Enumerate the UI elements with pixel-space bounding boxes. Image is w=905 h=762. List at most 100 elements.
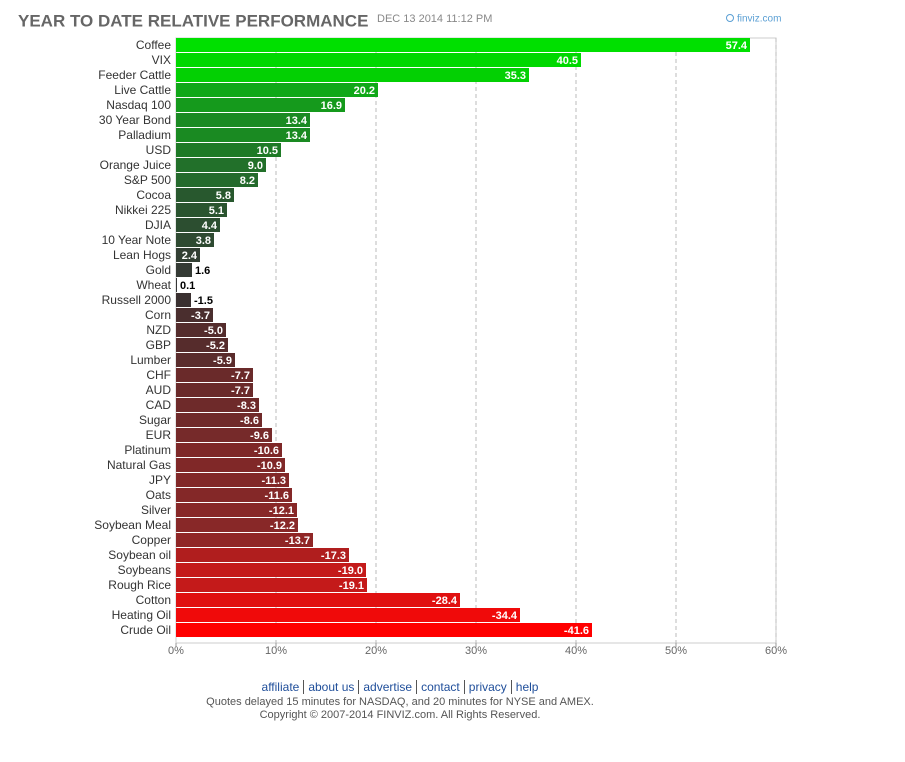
value-label: -5.0 (204, 325, 223, 337)
brand[interactable]: finviz.com (737, 14, 781, 25)
link[interactable]: affiliate (261, 680, 300, 694)
value-label: 8.2 (240, 175, 255, 187)
bar (176, 233, 214, 247)
bar (176, 623, 592, 637)
value-label: -11.3 (262, 475, 286, 487)
bar (176, 593, 460, 607)
value-label: -28.4 (432, 595, 458, 607)
value-label: -5.2 (206, 340, 225, 352)
link[interactable]: privacy (463, 680, 511, 694)
bar (176, 83, 378, 97)
value-label: 5.1 (209, 205, 224, 217)
bar (176, 398, 259, 412)
value-label: -10.6 (254, 445, 279, 457)
bar (176, 413, 262, 427)
value-label: -7.7 (231, 385, 250, 397)
value-label: 2.4 (182, 250, 198, 262)
y-tick-label: Palladium (118, 128, 171, 142)
value-label: 5.8 (216, 190, 231, 202)
bar (176, 458, 285, 472)
value-label: -17.3 (321, 550, 346, 562)
value-label: 20.2 (354, 85, 375, 97)
value-label: -8.6 (240, 415, 259, 427)
y-tick-label: Heating Oil (112, 608, 171, 622)
bar (176, 293, 191, 307)
y-tick-label: Copper (132, 533, 171, 547)
value-label: -9.6 (250, 430, 269, 442)
x-tick-label: 30% (465, 645, 487, 657)
y-tick-label: Russell 2000 (102, 293, 172, 307)
bar (176, 158, 266, 172)
value-label: -34.4 (492, 610, 518, 622)
value-label: -41.6 (564, 625, 589, 637)
value-label: 0.1 (180, 280, 195, 292)
value-label: 16.9 (321, 100, 342, 112)
bar (176, 368, 253, 382)
value-label: 40.5 (557, 55, 578, 67)
value-label: 1.6 (195, 265, 210, 277)
bar (176, 443, 282, 457)
y-tick-label: Nasdaq 100 (106, 98, 171, 112)
y-tick-label: Soybean Meal (94, 518, 171, 532)
y-tick-label: USD (146, 143, 172, 157)
y-tick-label: Rough Rice (108, 578, 171, 592)
value-label: -12.1 (269, 505, 294, 517)
y-tick-label: Sugar (139, 413, 171, 427)
x-tick-label: 60% (765, 645, 787, 657)
y-tick-label: JPY (149, 473, 171, 487)
bar (176, 188, 234, 202)
y-tick-label: Silver (141, 503, 171, 517)
y-tick-label: Soybeans (118, 563, 171, 577)
chart-title: YEAR TO DATE RELATIVE PERFORMANCE (18, 11, 368, 30)
y-tick-label: Orange Juice (100, 158, 172, 172)
value-label: -1.5 (194, 295, 213, 307)
bar (176, 173, 258, 187)
bar (176, 533, 313, 547)
bar (176, 428, 272, 442)
y-tick-label: CAD (146, 398, 172, 412)
bar (176, 518, 298, 532)
y-tick-label: 30 Year Bond (99, 113, 171, 127)
y-tick-label: VIX (152, 53, 171, 67)
bar (176, 53, 581, 67)
y-tick-label: Coffee (136, 38, 171, 52)
y-tick-label: Soybean oil (108, 548, 171, 562)
link[interactable]: contact (416, 680, 464, 694)
link[interactable]: help (510, 680, 543, 694)
value-label: 13.4 (286, 115, 308, 127)
y-tick-label: Gold (146, 263, 171, 277)
bar (176, 308, 213, 322)
value-label: -8.3 (237, 400, 256, 412)
bar (176, 608, 520, 622)
value-label: 3.8 (196, 235, 211, 247)
bar (176, 98, 345, 112)
y-tick-label: Lean Hogs (113, 248, 171, 262)
footer-links: affiliate about us advertise contact privacy… (0, 680, 800, 694)
y-tick-label: Crude Oil (120, 623, 171, 637)
y-tick-label: Feeder Cattle (98, 68, 171, 82)
bar (176, 383, 253, 397)
y-tick-label: Platinum (124, 443, 171, 457)
bar (176, 218, 220, 232)
y-tick-label: Wheat (136, 278, 171, 292)
value-label: -19.0 (338, 565, 363, 577)
bar (176, 323, 226, 337)
bar (176, 578, 367, 592)
value-label: -12.2 (270, 520, 295, 532)
y-tick-label: EUR (146, 428, 172, 442)
chart: YEAR TO DATE RELATIVE PERFORMANCE DEC 13… (18, 11, 787, 657)
value-label: -7.7 (231, 370, 250, 382)
link[interactable]: about us (303, 680, 359, 694)
x-tick-label: 10% (265, 645, 287, 657)
link[interactable]: advertise (358, 680, 417, 694)
bar (176, 113, 310, 127)
value-label: 9.0 (248, 160, 263, 172)
value-label: -13.7 (285, 535, 310, 547)
bar (176, 248, 200, 262)
bar (176, 548, 349, 562)
bar (176, 563, 366, 577)
value-label: -3.7 (191, 310, 210, 322)
y-tick-label: Cotton (136, 593, 171, 607)
value-label: -10.9 (257, 460, 282, 472)
